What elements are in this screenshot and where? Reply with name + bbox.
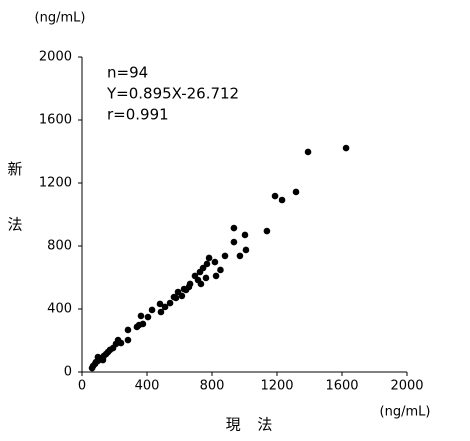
point bbox=[166, 299, 174, 307]
point bbox=[117, 339, 125, 347]
point bbox=[271, 192, 279, 200]
y-tick-label: 2000 bbox=[39, 50, 72, 65]
point bbox=[241, 231, 249, 239]
y-tick-label: 400 bbox=[47, 302, 72, 317]
point bbox=[221, 252, 229, 260]
y-tick-label: 800 bbox=[47, 239, 72, 254]
x-tick-label: 400 bbox=[135, 379, 160, 394]
point bbox=[292, 188, 300, 196]
point bbox=[263, 227, 271, 235]
point bbox=[211, 258, 219, 266]
x-tick-label: 1200 bbox=[260, 379, 293, 394]
x-tick-label: 2000 bbox=[390, 379, 423, 394]
point bbox=[242, 246, 250, 254]
x-axis-label: 現 法 bbox=[226, 416, 279, 434]
y-tick-label: 0 bbox=[64, 365, 72, 380]
point bbox=[212, 272, 220, 280]
annotation: n=94 bbox=[107, 64, 148, 82]
point bbox=[202, 274, 210, 282]
y-tick-label: 1200 bbox=[39, 176, 72, 191]
point bbox=[342, 144, 350, 152]
point bbox=[197, 280, 205, 288]
point bbox=[161, 303, 169, 311]
x-tick-label: 1600 bbox=[325, 379, 358, 394]
y-tick-label: 1600 bbox=[39, 113, 72, 128]
point bbox=[170, 293, 178, 301]
point bbox=[148, 306, 156, 314]
x-tick-label: 800 bbox=[200, 379, 225, 394]
point bbox=[133, 323, 141, 331]
point bbox=[94, 353, 102, 361]
point bbox=[185, 283, 193, 291]
point bbox=[124, 326, 132, 334]
point bbox=[230, 238, 238, 246]
annotation: Y=0.895X-26.712 bbox=[106, 85, 239, 103]
point bbox=[304, 148, 312, 156]
y-axis-label: 新 法 bbox=[6, 161, 24, 250]
x-tick-label: 0 bbox=[78, 379, 86, 394]
point bbox=[144, 313, 152, 321]
point bbox=[156, 300, 164, 308]
point bbox=[230, 224, 238, 232]
point bbox=[205, 254, 213, 262]
point bbox=[99, 356, 107, 364]
point bbox=[278, 196, 286, 204]
point bbox=[102, 350, 110, 358]
point bbox=[203, 260, 211, 268]
point bbox=[178, 292, 186, 300]
x-unit: (ng/mL) bbox=[380, 405, 431, 420]
annotation: r=0.991 bbox=[107, 106, 169, 124]
point bbox=[124, 336, 132, 344]
point bbox=[196, 268, 204, 276]
point bbox=[236, 252, 244, 260]
point bbox=[191, 272, 199, 280]
point bbox=[157, 308, 165, 316]
point bbox=[137, 312, 145, 320]
y-unit: (ng/mL) bbox=[35, 11, 86, 26]
point bbox=[88, 364, 96, 372]
point bbox=[217, 266, 224, 274]
